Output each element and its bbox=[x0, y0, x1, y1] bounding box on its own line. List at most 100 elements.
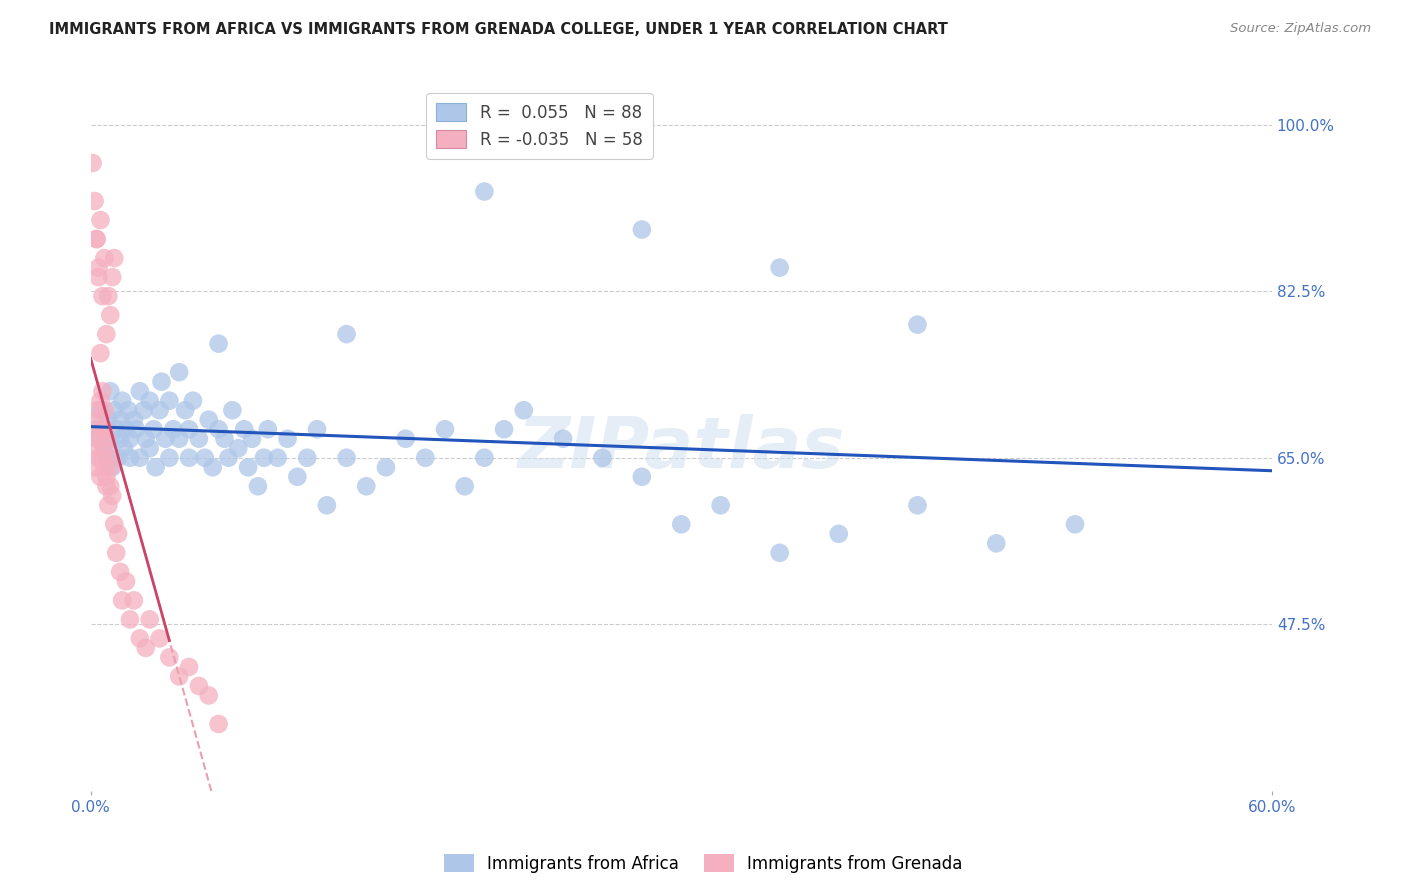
Point bbox=[214, 432, 236, 446]
Point bbox=[86, 432, 108, 446]
Point bbox=[86, 422, 108, 436]
Point bbox=[907, 318, 929, 332]
Text: IMMIGRANTS FROM AFRICA VS IMMIGRANTS FROM GRENADA COLLEGE, UNDER 1 YEAR CORRELAT: IMMIGRANTS FROM AFRICA VS IMMIGRANTS FRO… bbox=[49, 22, 948, 37]
Point bbox=[101, 270, 124, 285]
Point bbox=[207, 336, 229, 351]
Point bbox=[474, 450, 496, 465]
Point bbox=[769, 546, 792, 560]
Point bbox=[108, 413, 131, 427]
Point bbox=[167, 432, 190, 446]
Legend: R =  0.055   N = 88, R = -0.035   N = 58: R = 0.055 N = 88, R = -0.035 N = 58 bbox=[426, 93, 652, 159]
Point bbox=[148, 403, 170, 417]
Point bbox=[93, 442, 115, 456]
Point bbox=[125, 422, 148, 436]
Point bbox=[82, 156, 104, 170]
Point bbox=[101, 489, 124, 503]
Point bbox=[138, 442, 160, 456]
Point bbox=[374, 460, 396, 475]
Point bbox=[111, 393, 134, 408]
Point bbox=[162, 422, 184, 436]
Point bbox=[394, 432, 416, 446]
Point bbox=[93, 460, 115, 475]
Point bbox=[246, 479, 269, 493]
Point bbox=[138, 393, 160, 408]
Point bbox=[89, 469, 111, 483]
Point bbox=[86, 232, 108, 246]
Point bbox=[828, 526, 851, 541]
Point bbox=[103, 517, 125, 532]
Point bbox=[128, 632, 150, 646]
Point bbox=[253, 450, 276, 465]
Point bbox=[513, 403, 536, 417]
Point bbox=[221, 403, 243, 417]
Point bbox=[97, 450, 120, 465]
Point bbox=[98, 308, 121, 322]
Point bbox=[98, 384, 121, 399]
Point bbox=[112, 442, 135, 456]
Point bbox=[93, 251, 115, 265]
Point bbox=[118, 450, 141, 465]
Point bbox=[82, 442, 104, 456]
Legend: Immigrants from Africa, Immigrants from Grenada: Immigrants from Africa, Immigrants from … bbox=[437, 847, 969, 880]
Point bbox=[89, 213, 111, 227]
Point bbox=[276, 432, 298, 446]
Point bbox=[315, 498, 337, 512]
Point bbox=[907, 498, 929, 512]
Point bbox=[266, 450, 288, 465]
Point bbox=[93, 442, 115, 456]
Point bbox=[256, 422, 278, 436]
Point bbox=[97, 289, 120, 303]
Point bbox=[194, 450, 217, 465]
Point bbox=[413, 450, 436, 465]
Point bbox=[103, 403, 125, 417]
Point bbox=[201, 460, 224, 475]
Point bbox=[305, 422, 328, 436]
Point bbox=[177, 422, 200, 436]
Point bbox=[335, 450, 357, 465]
Point bbox=[197, 689, 219, 703]
Point bbox=[107, 450, 129, 465]
Point bbox=[157, 393, 180, 408]
Point bbox=[150, 375, 173, 389]
Point bbox=[96, 327, 118, 342]
Point bbox=[177, 660, 200, 674]
Point bbox=[89, 393, 111, 408]
Point bbox=[207, 422, 229, 436]
Point bbox=[97, 413, 120, 427]
Point bbox=[122, 593, 145, 607]
Point bbox=[89, 346, 111, 360]
Point bbox=[108, 432, 131, 446]
Point bbox=[135, 640, 157, 655]
Point bbox=[285, 469, 308, 483]
Point bbox=[454, 479, 477, 493]
Point bbox=[217, 450, 239, 465]
Point bbox=[167, 365, 190, 379]
Point bbox=[91, 289, 114, 303]
Point bbox=[553, 432, 575, 446]
Point bbox=[118, 432, 141, 446]
Point bbox=[671, 517, 693, 532]
Point bbox=[86, 232, 108, 246]
Point bbox=[98, 479, 121, 493]
Point bbox=[145, 460, 167, 475]
Point bbox=[187, 679, 209, 693]
Point bbox=[181, 393, 204, 408]
Point bbox=[98, 432, 121, 446]
Point bbox=[354, 479, 377, 493]
Point bbox=[89, 403, 111, 417]
Text: ZIPatlas: ZIPatlas bbox=[517, 414, 845, 483]
Point bbox=[236, 460, 259, 475]
Point bbox=[115, 574, 138, 589]
Point bbox=[631, 222, 654, 236]
Point bbox=[207, 717, 229, 731]
Point bbox=[494, 422, 516, 436]
Point bbox=[87, 270, 110, 285]
Point bbox=[132, 403, 155, 417]
Point bbox=[335, 327, 357, 342]
Point bbox=[86, 403, 108, 417]
Point bbox=[197, 413, 219, 427]
Point bbox=[474, 185, 496, 199]
Point bbox=[240, 432, 263, 446]
Point bbox=[769, 260, 792, 275]
Text: Source: ZipAtlas.com: Source: ZipAtlas.com bbox=[1230, 22, 1371, 36]
